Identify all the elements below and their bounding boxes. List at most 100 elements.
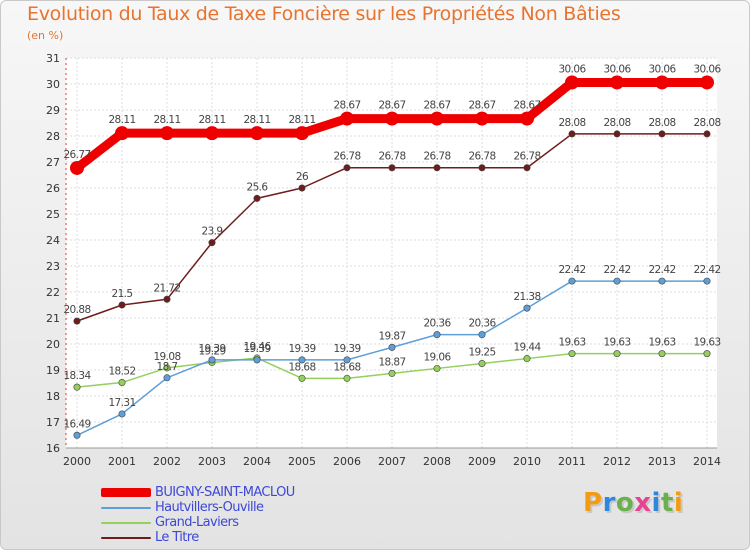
data-point: [253, 194, 261, 202]
data-label: 26: [296, 171, 309, 183]
data-point: [163, 374, 171, 382]
logo-letter: o: [615, 488, 635, 518]
x-tick-label: 2008: [423, 455, 451, 468]
data-point: [523, 164, 531, 172]
data-label: 22.42: [648, 264, 675, 276]
legend-swatch-buigny: [101, 488, 151, 497]
data-point: [208, 356, 216, 364]
data-point: [568, 130, 576, 138]
data-label: 21.38: [513, 291, 540, 303]
data-point: [388, 343, 396, 351]
data-label: 19.63: [693, 337, 720, 349]
data-point: [430, 111, 444, 126]
x-tick-label: 2002: [153, 455, 181, 468]
data-label: 28.11: [108, 114, 135, 126]
x-tick-label: 2003: [198, 455, 226, 468]
data-point: [298, 374, 306, 382]
x-tick-label: 2013: [648, 455, 676, 468]
logo-text: Proxiti: [583, 488, 683, 518]
data-label: 30.06: [648, 63, 676, 75]
legend-label-le-titre: Le Titre: [155, 530, 199, 545]
legend-swatch-le-titre: [101, 536, 151, 539]
y-tick-label: 24: [46, 234, 60, 247]
data-point: [523, 355, 531, 363]
y-tick-label: 18: [46, 390, 60, 403]
data-point: [658, 277, 666, 285]
chart-legend: BUIGNY-SAINT-MACLOU Hautvillers-Ouville …: [101, 485, 295, 545]
data-point: [433, 364, 441, 372]
data-point: [343, 356, 351, 364]
data-point: [73, 431, 81, 439]
data-label: 19.46: [243, 341, 271, 353]
logo-letter: t: [660, 488, 674, 518]
y-tick-label: 30: [46, 78, 60, 91]
data-label: 28.08: [558, 117, 585, 129]
data-point: [658, 350, 666, 358]
data-label: 19.06: [423, 351, 451, 363]
legend-label-grand-laviers: Grand-Laviers: [155, 515, 239, 530]
logo-letter: x: [634, 488, 652, 518]
logo-letter: r: [602, 488, 616, 518]
x-tick-label: 2009: [468, 455, 496, 468]
data-label: 28.11: [198, 114, 225, 126]
data-label: 28.11: [288, 114, 315, 126]
data-label: 22.42: [558, 264, 585, 276]
data-point: [703, 130, 711, 138]
data-label: 21.72: [153, 282, 180, 294]
data-label: 28.67: [513, 100, 540, 112]
x-tick-label: 2010: [513, 455, 541, 468]
data-label: 19.39: [198, 343, 225, 355]
data-label: 18.68: [288, 361, 315, 373]
x-tick-label: 2007: [378, 455, 406, 468]
data-point: [208, 239, 216, 247]
data-label: 19.44: [513, 342, 541, 354]
data-point: [613, 277, 621, 285]
data-label: 18.52: [108, 365, 135, 377]
data-point: [565, 75, 579, 90]
data-label: 28.11: [153, 114, 180, 126]
data-label: 26.77: [63, 149, 90, 161]
data-label: 18.87: [378, 356, 405, 368]
x-tick-label: 2005: [288, 455, 316, 468]
data-point: [610, 75, 624, 90]
data-label: 19.63: [603, 337, 630, 349]
data-label: 28.11: [243, 114, 270, 126]
data-label: 19.39: [288, 343, 315, 355]
x-tick-label: 2011: [558, 455, 586, 468]
x-tick-label: 2004: [243, 455, 271, 468]
data-label: 18.68: [333, 361, 360, 373]
data-point: [568, 350, 576, 358]
data-label: 28.67: [378, 100, 405, 112]
data-point: [73, 383, 81, 391]
data-point: [298, 184, 306, 192]
y-tick-label: 29: [46, 104, 60, 117]
x-tick-label: 2001: [108, 455, 136, 468]
data-point: [115, 126, 129, 141]
data-label: 19.87: [378, 330, 405, 342]
y-tick-label: 22: [46, 286, 60, 299]
data-label: 18.7: [157, 361, 178, 373]
y-tick-label: 26: [46, 182, 60, 195]
data-point: [700, 75, 714, 90]
data-label: 30.06: [603, 63, 631, 75]
data-point: [70, 160, 84, 175]
x-tick-label: 2006: [333, 455, 361, 468]
x-tick-label: 2014: [693, 455, 721, 468]
logo-shadow: Proxiti: [585, 490, 686, 520]
y-tick-label: 31: [46, 52, 60, 65]
data-point: [388, 369, 396, 377]
data-label: 30.06: [558, 63, 586, 75]
legend-item-hautvillers: Hautvillers-Ouville: [101, 500, 295, 515]
logo-letter: i: [651, 488, 661, 518]
data-point: [478, 359, 486, 367]
data-point: [433, 331, 441, 339]
data-point: [118, 301, 126, 309]
data-label: 20.88: [63, 304, 90, 316]
data-label: 26.78: [423, 151, 450, 163]
data-point: [163, 295, 171, 303]
x-tick-label: 2012: [603, 455, 631, 468]
legend-item-le-titre: Le Titre: [101, 530, 295, 545]
data-point: [343, 374, 351, 382]
y-tick-label: 20: [46, 338, 60, 351]
